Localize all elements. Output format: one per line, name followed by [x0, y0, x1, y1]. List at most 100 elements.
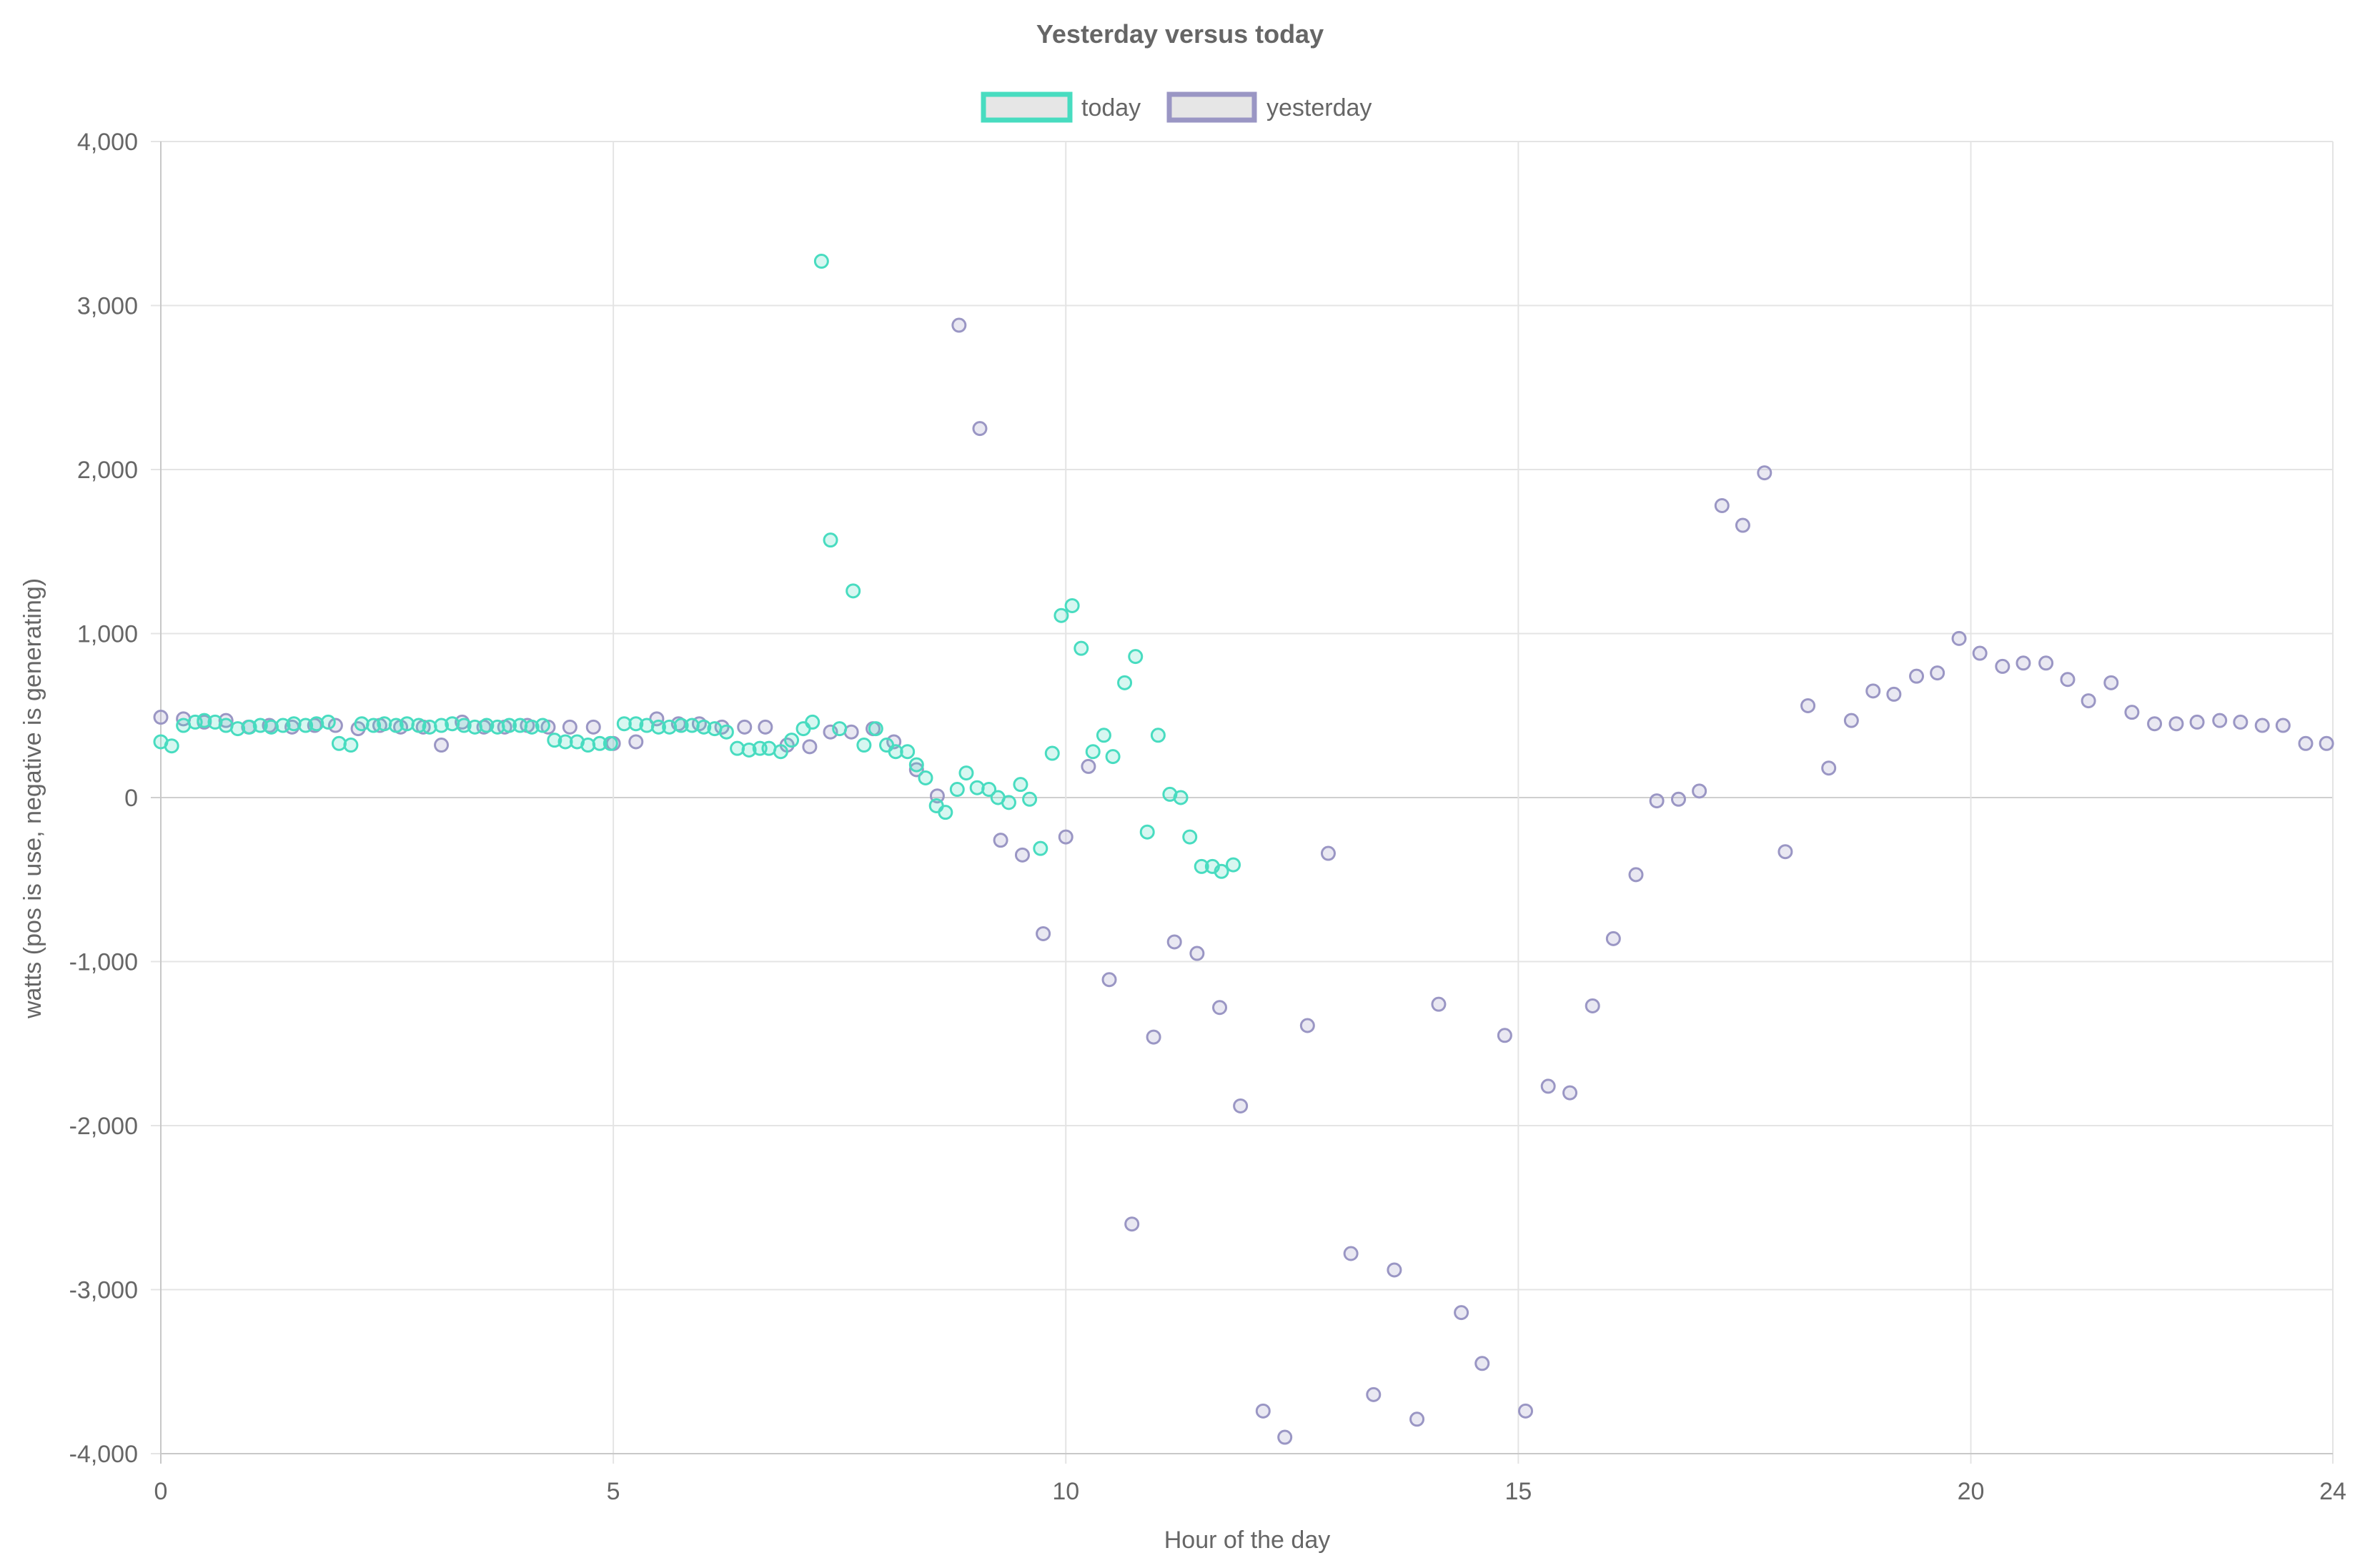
today-data-point[interactable]: [164, 738, 179, 754]
today-data-point[interactable]: [603, 735, 618, 751]
today-data-point[interactable]: [650, 719, 666, 735]
yesterday-data-point[interactable]: [2168, 716, 2184, 732]
today-data-point[interactable]: [888, 744, 903, 760]
yesterday-data-point[interactable]: [1995, 658, 2011, 674]
today-data-point[interactable]: [320, 714, 336, 730]
yesterday-data-point[interactable]: [2319, 735, 2334, 751]
today-data-point[interactable]: [275, 718, 291, 733]
yesterday-data-point[interactable]: [1124, 1216, 1140, 1232]
today-data-point[interactable]: [479, 718, 495, 733]
yesterday-data-point[interactable]: [562, 719, 577, 735]
yesterday-data-point[interactable]: [1212, 1000, 1228, 1016]
today-data-point[interactable]: [1173, 790, 1189, 805]
today-data-point[interactable]: [773, 744, 788, 760]
today-data-point[interactable]: [1226, 857, 1241, 873]
today-data-point[interactable]: [388, 718, 404, 733]
yesterday-data-point[interactable]: [1189, 946, 1205, 961]
today-data-point[interactable]: [1117, 675, 1133, 690]
today-data-point[interactable]: [832, 721, 848, 737]
yesterday-data-point[interactable]: [218, 713, 234, 728]
yesterday-data-point[interactable]: [737, 719, 753, 735]
yesterday-data-point[interactable]: [1628, 867, 1644, 883]
yesterday-data-point[interactable]: [2298, 735, 2314, 751]
today-data-point[interactable]: [242, 719, 257, 735]
yesterday-data-point[interactable]: [1800, 698, 1816, 713]
today-data-point[interactable]: [856, 738, 872, 753]
today-data-point[interactable]: [696, 719, 712, 735]
today-data-point[interactable]: [557, 734, 573, 750]
legend-item-today[interactable]: today: [981, 91, 1141, 123]
yesterday-data-point[interactable]: [1909, 668, 1925, 684]
yesterday-data-point[interactable]: [153, 710, 169, 725]
yesterday-data-point[interactable]: [1320, 845, 1336, 861]
yesterday-data-point[interactable]: [2233, 714, 2249, 730]
yesterday-data-point[interactable]: [1778, 844, 1793, 860]
yesterday-data-point[interactable]: [908, 762, 924, 778]
yesterday-data-point[interactable]: [1036, 926, 1051, 941]
today-data-point[interactable]: [1214, 863, 1229, 879]
yesterday-data-point[interactable]: [1972, 645, 1988, 661]
today-data-point[interactable]: [1096, 728, 1111, 743]
yesterday-data-point[interactable]: [2189, 714, 2205, 730]
today-data-point[interactable]: [456, 718, 472, 733]
yesterday-data-point[interactable]: [1101, 972, 1117, 988]
today-data-point[interactable]: [823, 532, 838, 548]
yesterday-data-point[interactable]: [1474, 1356, 1490, 1371]
yesterday-data-point[interactable]: [2081, 693, 2096, 709]
yesterday-data-point[interactable]: [1343, 1246, 1359, 1261]
yesterday-data-point[interactable]: [1714, 497, 1730, 513]
yesterday-data-point[interactable]: [1255, 1403, 1271, 1419]
yesterday-data-point[interactable]: [1387, 1262, 1402, 1278]
yesterday-data-point[interactable]: [1605, 931, 1621, 946]
today-data-point[interactable]: [868, 721, 883, 737]
today-data-point[interactable]: [938, 805, 953, 820]
yesterday-data-point[interactable]: [802, 739, 818, 755]
yesterday-data-point[interactable]: [2060, 672, 2076, 688]
yesterday-data-point[interactable]: [1081, 758, 1096, 774]
today-data-point[interactable]: [718, 724, 734, 740]
today-data-point[interactable]: [1139, 824, 1155, 840]
today-data-point[interactable]: [1128, 649, 1144, 665]
today-data-point[interactable]: [741, 742, 757, 758]
yesterday-data-point[interactable]: [1058, 829, 1074, 845]
yesterday-data-point[interactable]: [1865, 683, 1881, 699]
yesterday-data-point[interactable]: [628, 734, 644, 750]
yesterday-data-point[interactable]: [1277, 1429, 1293, 1445]
yesterday-data-point[interactable]: [2016, 655, 2031, 671]
today-data-point[interactable]: [434, 718, 450, 733]
yesterday-data-point[interactable]: [1843, 713, 1859, 728]
today-data-point[interactable]: [1064, 597, 1080, 613]
yesterday-data-point[interactable]: [327, 718, 343, 733]
today-data-point[interactable]: [1085, 744, 1101, 760]
today-data-point[interactable]: [616, 716, 632, 732]
today-data-point[interactable]: [900, 744, 916, 760]
yesterday-data-point[interactable]: [2147, 716, 2163, 732]
today-data-point[interactable]: [1074, 640, 1089, 656]
today-data-point[interactable]: [1033, 840, 1048, 856]
yesterday-data-point[interactable]: [1540, 1078, 1556, 1094]
today-data-point[interactable]: [1001, 795, 1016, 810]
yesterday-data-point[interactable]: [585, 719, 601, 735]
yesterday-data-point[interactable]: [1497, 1028, 1512, 1043]
yesterday-data-point[interactable]: [1014, 847, 1030, 863]
today-data-point[interactable]: [343, 738, 359, 753]
yesterday-data-point[interactable]: [2038, 655, 2054, 671]
yesterday-data-point[interactable]: [993, 833, 1008, 848]
yesterday-data-point[interactable]: [1757, 465, 1773, 481]
yesterday-data-point[interactable]: [2103, 675, 2119, 690]
yesterday-data-point[interactable]: [2254, 718, 2270, 733]
yesterday-data-point[interactable]: [972, 421, 988, 437]
yesterday-data-point[interactable]: [951, 317, 967, 333]
legend-item-yesterday[interactable]: yesterday: [1166, 91, 1372, 123]
yesterday-data-point[interactable]: [1692, 783, 1707, 799]
today-data-point[interactable]: [1150, 728, 1166, 743]
today-data-point[interactable]: [673, 718, 689, 733]
yesterday-data-point[interactable]: [1585, 998, 1600, 1013]
yesterday-data-point[interactable]: [1146, 1029, 1161, 1045]
yesterday-data-point[interactable]: [1951, 630, 1967, 646]
today-data-point[interactable]: [949, 782, 965, 798]
today-data-point[interactable]: [252, 718, 268, 733]
yesterday-data-point[interactable]: [1930, 665, 1945, 681]
today-data-point[interactable]: [805, 714, 820, 730]
today-data-point[interactable]: [908, 757, 924, 773]
